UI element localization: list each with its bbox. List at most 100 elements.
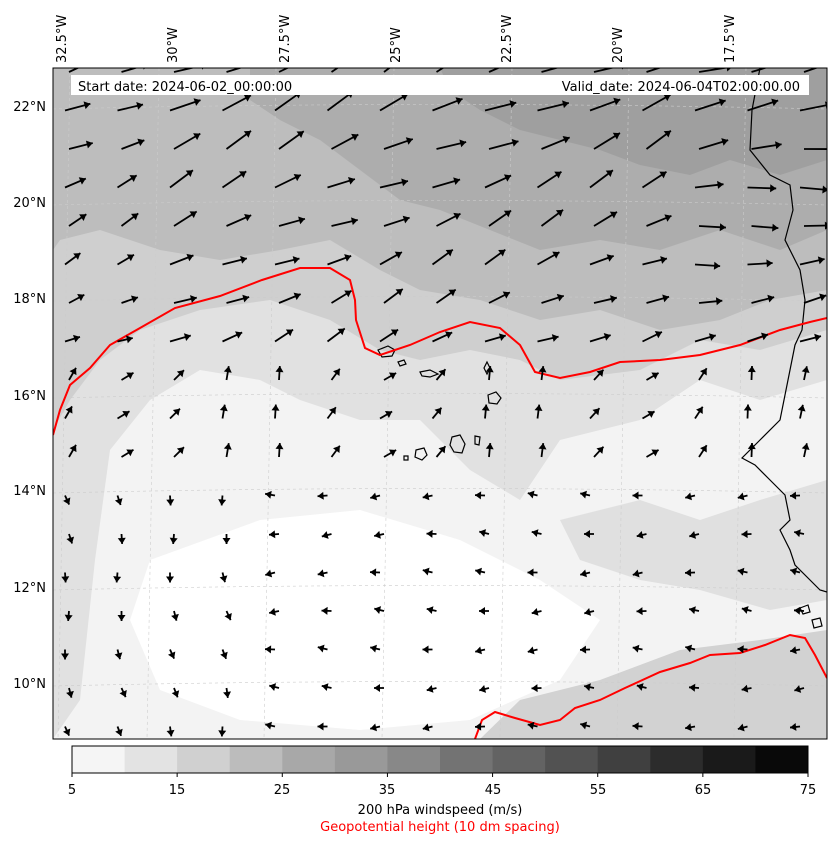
wind-arrow-head: [562, 100, 569, 109]
colorbar-ticks: [71, 773, 809, 777]
wind-arrow-head: [554, 171, 562, 179]
geopotential-height-contours: [53, 267, 827, 739]
wind-arrow-head: [292, 256, 300, 264]
wind-arrow-head: [218, 499, 227, 506]
wind-arrow-head: [126, 372, 134, 380]
wind-arrow-head: [317, 491, 324, 500]
wind-arrow-head: [243, 130, 252, 138]
island-sal: [483, 360, 491, 376]
wind-arrow-head: [448, 289, 456, 297]
wind-arrow-head: [321, 531, 329, 539]
wind-arrow-head: [275, 443, 284, 450]
wind-arrow-head: [87, 59, 94, 66]
wind-arrow-head: [242, 294, 250, 303]
wind-arrow-head: [824, 101, 827, 110]
wind-arrow-head: [737, 492, 745, 501]
wind-arrow-head: [333, 445, 340, 453]
wind-arrow-head: [114, 498, 123, 506]
grid-meridian: [499, 68, 513, 739]
wind-arrow-shaft: [646, 68, 662, 73]
wind-arrow-head: [400, 93, 408, 101]
grid-meridian: [263, 68, 277, 739]
wind-arrow-head: [498, 333, 506, 341]
grid-parallel: [53, 200, 827, 206]
wind-arrow-head: [166, 576, 175, 583]
wind-arrow-head: [538, 366, 547, 373]
wind-arrow-head: [527, 721, 535, 730]
wind-arrow-head: [596, 446, 604, 454]
wind-arrow-head: [223, 443, 232, 450]
colorbar-tick-label: 5: [68, 783, 76, 798]
wind-arrow-head: [374, 606, 382, 614]
wind-arrow-shaft: [751, 68, 768, 73]
wind-arrow-head: [794, 606, 801, 615]
wind-arrow-head: [169, 537, 178, 544]
wind-arrow-head: [129, 175, 137, 182]
wind-arrow-head: [223, 366, 232, 373]
wind-arrow-head: [388, 372, 397, 380]
lat-label: 16°N: [13, 389, 46, 404]
wind-arrow-head: [580, 490, 587, 499]
wind-arrow-head: [743, 404, 752, 411]
island-sao-vicente: [397, 359, 407, 367]
colorbar-cell: [124, 746, 178, 773]
wind-arrow-head: [119, 689, 127, 698]
wind-arrow-shaft: [803, 68, 819, 73]
wind-arrow-head: [265, 490, 272, 499]
wind-arrow-head: [632, 569, 640, 578]
island-sao-nicolau: [419, 369, 440, 378]
wind-arrow-head: [801, 366, 810, 373]
wind-arrow-head: [632, 644, 640, 653]
bissagos-islands: [799, 604, 823, 629]
wind-arrow-head: [801, 443, 810, 450]
wind-arrow-head: [777, 60, 784, 68]
wind-arrow-head: [402, 215, 410, 224]
wind-arrow-head: [185, 170, 193, 178]
wind-arrow-head: [790, 567, 798, 576]
wind-arrow-head: [405, 137, 413, 145]
wind-arrow-head: [271, 404, 280, 411]
wind-arrow-head: [189, 211, 197, 219]
grid-meridian: [146, 68, 160, 739]
wind-arrow-head: [422, 492, 430, 501]
wind-arrow-head: [453, 177, 461, 186]
wind-arrow-shaft: [541, 68, 560, 73]
wind-arrow-head: [664, 214, 672, 222]
wind-arrow-head: [172, 408, 180, 416]
longitude-labels: 32.5°W 30°W 27.5°W 25°W 22.5°W 20°W 17.5…: [55, 15, 738, 63]
geopotential-contour-south: [474, 633, 827, 739]
wind-arrow-shaft: [226, 68, 243, 73]
wind-arrow-head: [479, 529, 487, 537]
wind-arrow-head: [708, 333, 716, 341]
wind-arrow-head: [741, 530, 748, 539]
wind-arrow-head: [814, 333, 821, 342]
colorbar-tick-label: 55: [590, 783, 607, 798]
wind-arrow-head: [438, 446, 446, 454]
wind-arrow-head: [390, 329, 399, 337]
wind-arrow-head: [69, 367, 77, 376]
colorbar-cell: [334, 746, 388, 773]
colorbar-tick-label: 65: [695, 783, 712, 798]
wind-arrow-head: [538, 443, 547, 450]
wind-arrow-head: [715, 297, 723, 306]
lat-label: 12°N: [13, 581, 46, 596]
wind-arrow-head: [794, 685, 802, 693]
wind-arrow-head: [475, 722, 482, 731]
wind-arrow-head: [737, 567, 745, 576]
windspeed-band-south: [560, 480, 827, 610]
wind-arrow-head: [531, 607, 539, 616]
wind-arrow-head: [73, 253, 81, 260]
colorbar-cell: [755, 746, 809, 773]
wind-arrow-head: [455, 97, 463, 105]
wind-arrow-head: [741, 684, 749, 693]
wind-arrow-shaft: [278, 68, 290, 73]
lon-label: 27.5°W: [278, 15, 293, 63]
wind-arrow-head: [438, 369, 446, 377]
wind-arrow-head: [370, 492, 378, 501]
wind-arrow-head: [592, 408, 600, 416]
wind-arrow-head: [747, 366, 756, 373]
wind-arrow-shaft: [488, 68, 501, 73]
wind-arrow-head: [329, 407, 336, 415]
wind-arrow-head: [663, 130, 671, 138]
wind-arrow-head: [772, 223, 779, 232]
